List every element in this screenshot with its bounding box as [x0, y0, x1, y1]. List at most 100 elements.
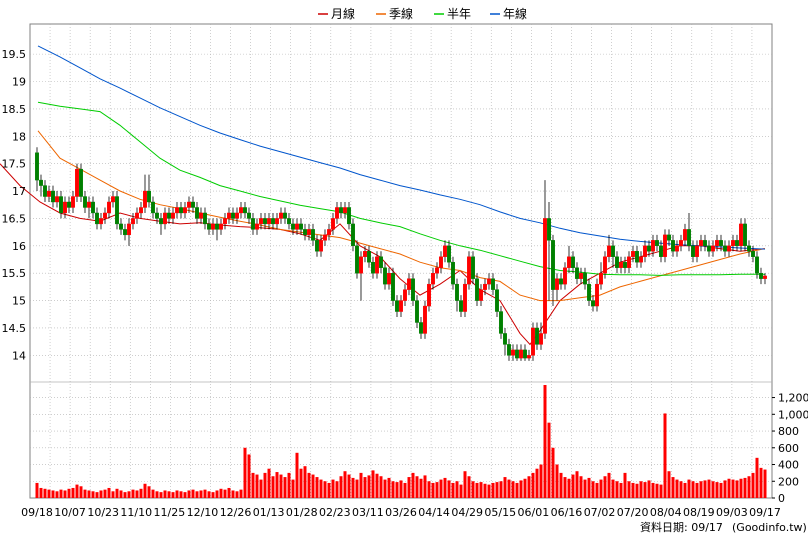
candle-body [327, 229, 332, 236]
volume-bar [483, 483, 487, 498]
candle-body [607, 245, 612, 257]
date-tick-label: 09/18 [21, 506, 53, 519]
date-tick-label: 03/26 [385, 506, 417, 519]
candle-body [571, 256, 576, 268]
volume-bar [155, 491, 159, 498]
candle-body [463, 283, 468, 312]
candle-body [615, 256, 620, 268]
volume-bar [727, 478, 731, 498]
candle-body [287, 218, 292, 225]
volume-bar [743, 477, 747, 498]
volume-bar [455, 481, 459, 498]
price-tick-label: 14 [12, 349, 26, 362]
volume-bar [415, 476, 419, 498]
volume-bar [259, 479, 263, 498]
price-tick-label: 15.5 [2, 267, 27, 280]
candle-body [102, 212, 107, 219]
candle-body [447, 245, 452, 263]
date-tick-label: 08/19 [683, 506, 715, 519]
candle-body [583, 273, 588, 285]
candle-body [146, 190, 151, 203]
volume-bar [471, 481, 475, 498]
price-tick-label: 15 [12, 295, 26, 308]
candle-body [683, 229, 688, 241]
candle-body [623, 262, 628, 268]
candle-body [515, 349, 520, 359]
candle-body [47, 190, 52, 197]
date-tick-label: 01/28 [286, 506, 318, 519]
candle-body [407, 278, 412, 290]
candle-body [315, 240, 320, 252]
volume-bar [175, 490, 179, 498]
date-tick-label: 03/11 [352, 506, 384, 519]
volume-bar [567, 478, 571, 498]
volume-bar [411, 472, 415, 498]
candle-body [35, 152, 40, 181]
volume-bar [367, 475, 371, 498]
volume-bar [659, 484, 663, 498]
volume-bar [279, 474, 283, 498]
volume-tick-label: 200 [778, 475, 799, 488]
candle-body [110, 196, 115, 203]
candle-body [567, 256, 572, 268]
volume-bar [79, 486, 83, 498]
date-tick-label: 02/23 [319, 506, 351, 519]
candle-body [511, 349, 516, 356]
candle-body [647, 245, 652, 252]
candle-body [186, 201, 191, 208]
candle-body [114, 196, 119, 225]
candle-body [411, 278, 416, 301]
candle-body [226, 212, 231, 219]
candle-body [234, 212, 239, 219]
candle-body [359, 256, 364, 274]
candle-body [70, 196, 75, 208]
date-tick-label: 06/01 [518, 506, 550, 519]
volume-bar [379, 476, 383, 498]
volume-bar [683, 482, 687, 498]
candle-body [487, 278, 492, 285]
volume-bar [755, 457, 759, 498]
candle-body [671, 240, 676, 252]
volume-bar [523, 478, 527, 498]
candle-body [479, 289, 484, 301]
volume-bar [99, 490, 103, 498]
volume-bar [51, 490, 55, 498]
candle-body [743, 223, 748, 247]
volume-bar [671, 477, 675, 498]
ma-line [37, 101, 765, 276]
candle-body [395, 300, 400, 312]
candle-body [443, 245, 448, 257]
volume-bar [427, 481, 431, 498]
volume-bar [255, 474, 259, 498]
candle-body [66, 201, 71, 208]
candle-body [206, 223, 211, 230]
volume-bar [251, 472, 255, 498]
candle-body [74, 168, 79, 197]
volume-bar [323, 481, 327, 498]
volume-bar [431, 482, 435, 498]
candle-body [439, 256, 444, 268]
date-tick-label: 12/26 [220, 506, 252, 519]
candle-body [246, 212, 251, 219]
volume-tick-label: 1,000 [778, 408, 808, 421]
candle-body [279, 212, 284, 219]
candle-body [299, 223, 304, 230]
candle-body [727, 245, 732, 252]
price-tick-label: 19.5 [2, 48, 27, 61]
candle-body [455, 283, 460, 301]
source-label: (Goodinfo.tw) [732, 521, 807, 534]
candle-body [703, 240, 708, 247]
candle-body [363, 251, 368, 257]
volume-bar [219, 488, 223, 498]
candle-body [202, 212, 207, 225]
volume-bar [347, 474, 351, 498]
date-axis: 09/18 10/07 10/23 11/10 11/25 12/10 12/26 01/13… [21, 506, 781, 519]
volume-bar [107, 487, 111, 498]
volume-bar [419, 478, 423, 498]
volume-bar [235, 491, 239, 498]
volume-bar [319, 479, 323, 498]
candle-body [751, 251, 756, 257]
volume-bars [35, 385, 767, 498]
volume-bar [59, 489, 63, 498]
volume-bar [239, 489, 243, 498]
